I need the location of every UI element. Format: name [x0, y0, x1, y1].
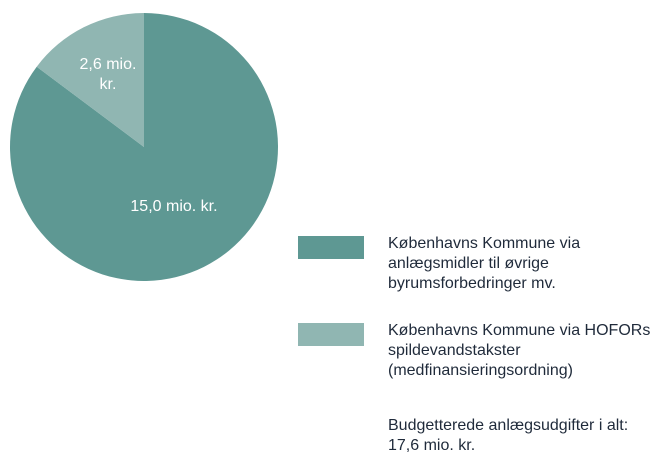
- annotation: Budgetterede anlægsudgifter i alt: 17,6 …: [388, 417, 629, 453]
- data-label: 15,0 mio. kr.: [130, 197, 218, 215]
- data-label: 2,6 mio. kr.: [79, 56, 137, 94]
- legend-label: Københavns Kommune via anlægsmidler til …: [388, 235, 581, 292]
- pie-slice: [36, 13, 144, 147]
- legend-swatch: [298, 323, 364, 346]
- legend-label: Københavns Kommune via HOFORs spildevand…: [388, 322, 651, 379]
- legend-swatch: [298, 236, 364, 259]
